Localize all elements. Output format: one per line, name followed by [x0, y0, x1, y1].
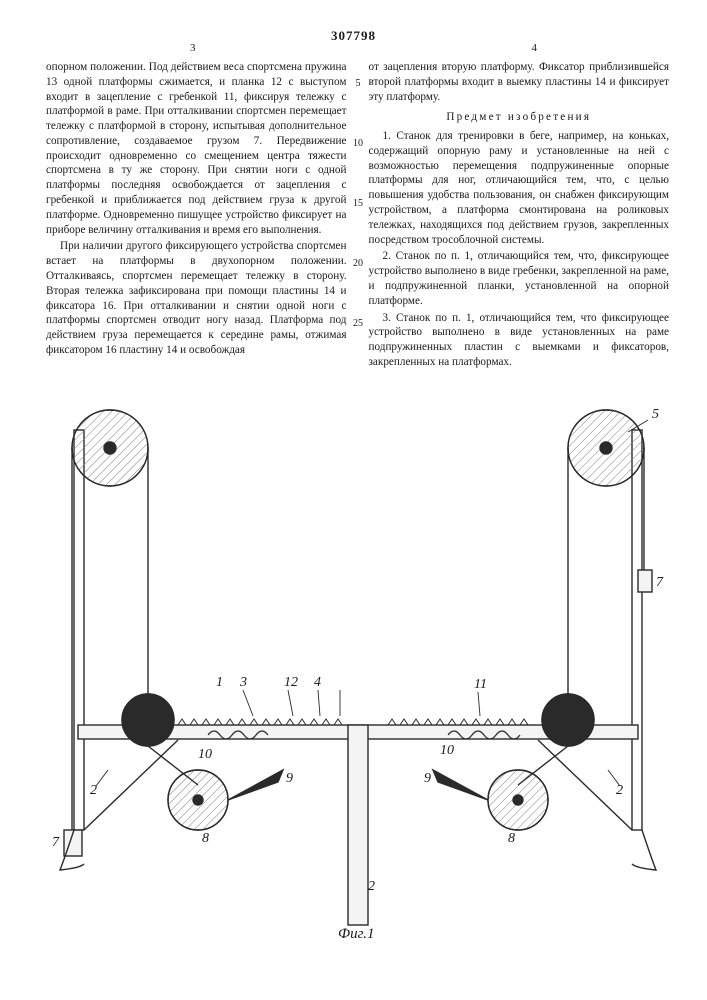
pulley-low-right — [488, 770, 548, 830]
page-number-right: 4 — [532, 42, 538, 54]
figure-label: 2 — [90, 783, 97, 798]
paragraph: опорном положении. Под действием веса сп… — [46, 60, 347, 237]
document-number: 307798 — [0, 28, 707, 44]
pulley-top-right — [568, 410, 644, 486]
pulley-mid-left — [122, 694, 174, 746]
paragraph: от зацепления вторую платформу. Фиксатор… — [369, 60, 670, 104]
figure-label: 12 — [284, 675, 298, 690]
figure-label: 10 — [198, 747, 212, 762]
page-number-left: 3 — [190, 42, 196, 54]
figure-label: 2 — [368, 879, 375, 894]
line-number: 15 — [349, 198, 367, 209]
figure-label: 1 — [216, 675, 223, 690]
figure-label: 7 — [52, 835, 60, 850]
section-heading: Предмет изобретения — [369, 110, 670, 125]
figure-label: 3 — [239, 675, 247, 690]
right-column: от зацепления вторую платформу. Фиксатор… — [369, 60, 670, 372]
pulley-top-left — [72, 410, 148, 486]
line-number: 20 — [349, 258, 367, 269]
claim-3: 3. Станок по п. 1, отличающийся тем, что… — [369, 311, 670, 370]
figure-label: 8 — [508, 831, 515, 846]
figure-label: 2 — [616, 783, 623, 798]
paragraph: При наличии другого фиксирующего устройс… — [46, 239, 347, 357]
figure-label: 9 — [424, 771, 431, 786]
figure-label: 9 — [286, 771, 293, 786]
pulley-mid-right — [542, 694, 594, 746]
pulley-low-left — [168, 770, 228, 830]
figure-label: 11 — [474, 677, 487, 692]
figure-label: 4 — [314, 675, 321, 690]
line-number: 5 — [349, 78, 367, 89]
figure-label: 8 — [202, 831, 209, 846]
claim-2: 2. Станок по п. 1, отличающийся тем, что… — [369, 249, 670, 308]
figure-label: 10 — [440, 743, 454, 758]
claim-1: 1. Станок для тренировки в беге, наприме… — [369, 129, 670, 247]
figure-label: 5 — [652, 407, 659, 422]
figure-caption: Фиг.1 — [338, 926, 374, 942]
figure-label: 7 — [656, 575, 664, 590]
line-number: 25 — [349, 318, 367, 329]
left-column: опорном положении. Под действием веса сп… — [46, 60, 347, 372]
line-number: 10 — [349, 138, 367, 149]
figure-1: 2 2 2 1 3 12 4 11 5 7 7 8 8 9 9 10 10 Фи… — [48, 390, 668, 955]
